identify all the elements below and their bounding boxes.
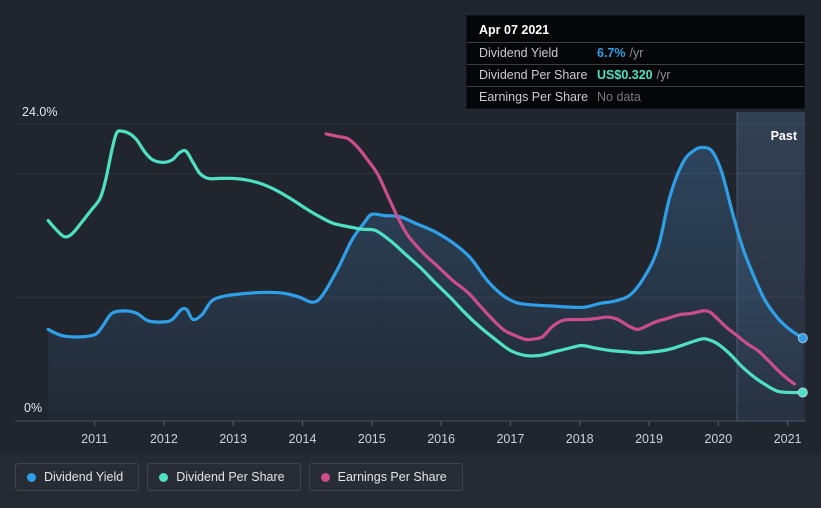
axis-tick-label: 2020 — [704, 432, 732, 446]
tooltip-value: No data — [597, 90, 641, 104]
series-line-dividend-yield — [46, 145, 805, 340]
series-line-earnings-per-share — [324, 132, 797, 386]
chart-legend: Dividend Yield Dividend Per Share Earnin… — [15, 463, 463, 491]
series-area-dividend-yield — [48, 147, 803, 421]
past-label: Past — [771, 129, 798, 143]
chart-canvas[interactable]: 2011 2012 2013 2014 2015 2016 2017 2018 2019 2020… — [0, 0, 821, 455]
tooltip-label: Dividend Per Share — [479, 68, 588, 82]
legend-item-earnings-per-share[interactable]: Earnings Per Share — [308, 463, 463, 491]
series-end-dot-dividend-per-share — [797, 387, 808, 398]
tooltip-row-dividend-per-share: Dividend Per Share US$0.320 /yr — [467, 64, 804, 86]
y-axis-min-label: 0% — [24, 401, 42, 415]
tooltip-unit: /yr — [629, 46, 644, 60]
legend-label: Dividend Yield — [44, 470, 124, 484]
series-color-dot — [27, 472, 36, 482]
legend-item-dividend-yield[interactable]: Dividend Yield — [15, 463, 140, 491]
tooltip-row-dividend-yield: Dividend Yield 6.7% /yr — [467, 42, 804, 64]
tooltip-date: Apr 07 2021 — [479, 23, 550, 37]
axis-tick-label: 2015 — [358, 432, 386, 446]
series-end-dot-dividend-yield — [797, 333, 808, 344]
series-line-dividend-per-share — [46, 129, 805, 395]
tooltip-label: Dividend Yield — [479, 46, 559, 60]
legend-label: Dividend Per Share — [176, 470, 285, 484]
tooltip-unit: /yr — [656, 68, 671, 82]
axis-tick-label: 2011 — [81, 432, 108, 446]
tooltip-label: Earnings Per Share — [479, 90, 589, 104]
axis-tick-label: 2019 — [635, 432, 663, 446]
tooltip-row-earnings-per-share: Earnings Per Share No data — [467, 86, 804, 108]
legend-label: Earnings Per Share — [337, 470, 447, 484]
tooltip-value: US$0.320 — [597, 68, 653, 82]
tooltip-value: 6.7% — [597, 46, 626, 60]
y-axis-max-label: 24.0% — [22, 105, 57, 119]
axis-tick-label: 2018 — [566, 432, 594, 446]
axis-tick-label: 2016 — [427, 432, 455, 446]
axis-tick-label: 2017 — [496, 432, 524, 446]
axis-tick-label: 2021 — [774, 432, 802, 446]
chart-tooltip: Apr 07 2021 Dividend Yield 6.7% /yr Divi… — [466, 15, 805, 109]
legend-item-dividend-per-share[interactable]: Dividend Per Share — [147, 463, 301, 491]
series-color-dot — [159, 472, 169, 482]
axis-tick-label: 2013 — [219, 432, 247, 446]
axis-tick-label: 2014 — [289, 432, 317, 446]
series-color-dot — [320, 472, 330, 482]
axis-tick-label: 2012 — [150, 432, 178, 446]
